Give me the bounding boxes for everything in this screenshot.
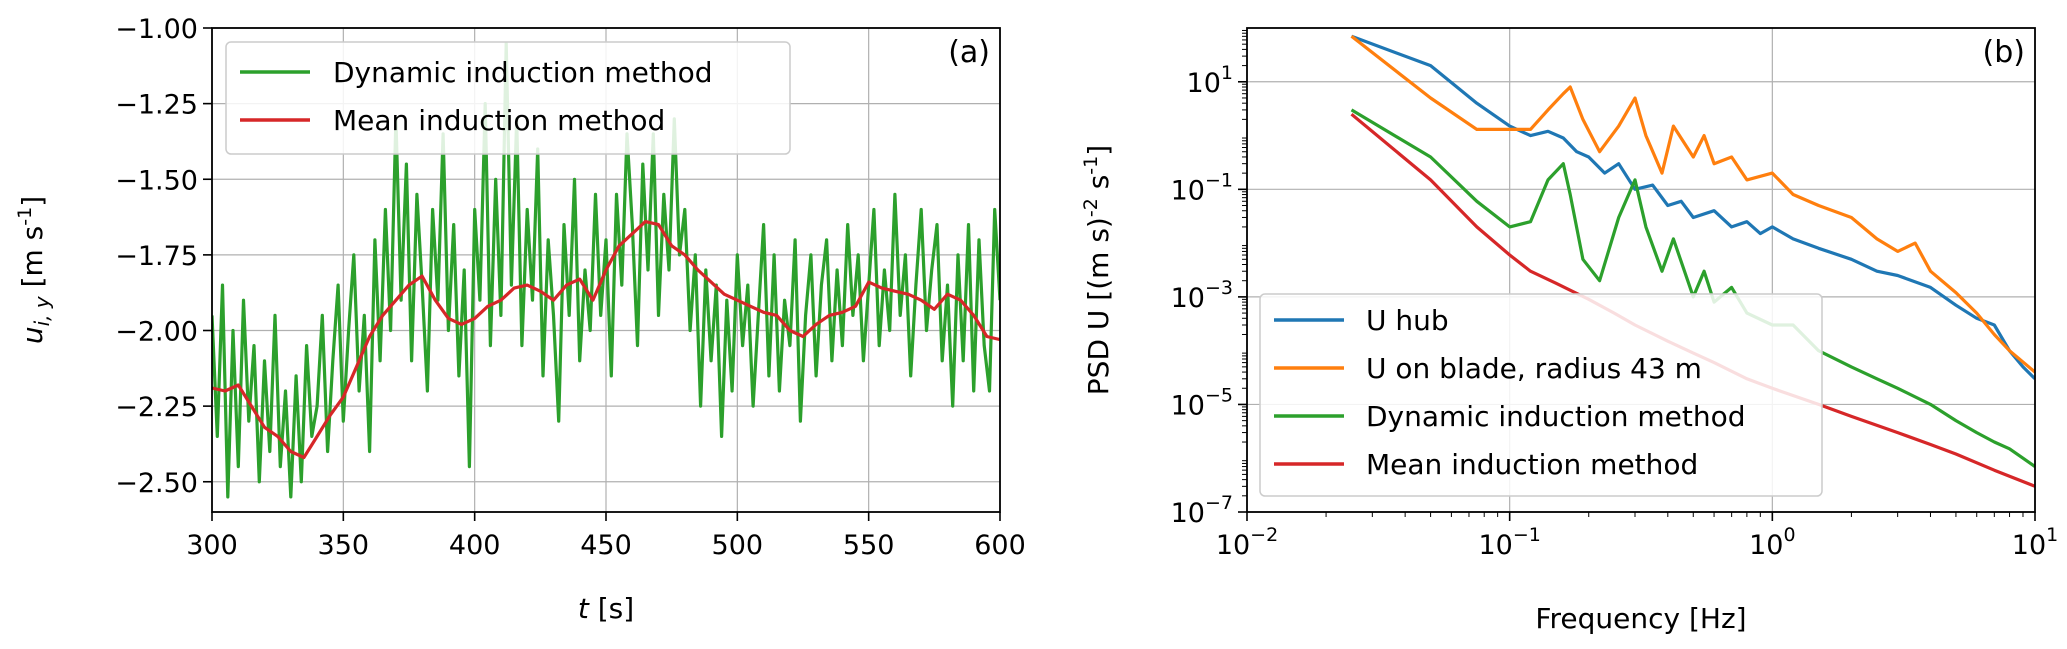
y-tick-label: −1.50 [115, 165, 198, 196]
panel-a-legend: Dynamic induction method Mean induction … [225, 41, 791, 155]
panel-b-ylabel: PSD U [(m s)-2 s-1] [1080, 145, 1115, 395]
panel-b-legend-label-u-blade: U on blade, radius 43 m [1366, 352, 1702, 385]
series-line-mean-induction-method [212, 220, 1000, 460]
y-tick-label: 101 [1187, 62, 1233, 99]
y-tick-label: −1.75 [115, 241, 198, 272]
panel-a-legend-box [225, 41, 791, 155]
panel-a-ylabel-sub: i, y [30, 295, 54, 326]
y-tick-label: −1.25 [115, 90, 198, 121]
panel-b-ylabel-sup1: -2 [1080, 198, 1102, 217]
x-tick-label: 550 [843, 530, 895, 561]
x-tick-label: 300 [186, 530, 238, 561]
series-line-dynamic-induction-method [1350, 108, 2035, 468]
panel-b: 10−2 10−1 100 101 10−7 10−5 10−3 10−1 101 (b) Fr… [1080, 27, 2058, 635]
panel-a-ylabel-unit-end: ] [16, 196, 49, 207]
series-line-u-on-blade-radius-43-m [1350, 35, 2035, 374]
panel-a-xlabel-var: t [578, 592, 590, 625]
panel-a-xlabel: t [s] [578, 592, 634, 625]
y-tick-label: 10−3 [1171, 277, 1233, 314]
panel-a-legend-label-mean: Mean induction method [333, 104, 665, 137]
x-tick-label: 100 [1749, 524, 1795, 561]
panel-a-ylabel-unit-sup: -1 [14, 207, 36, 226]
panel-b-ticks: 10−2 10−1 100 101 10−7 10−5 10−3 10−1 101 [1171, 29, 2058, 561]
panel-a-legend-label-dynamic: Dynamic induction method [333, 56, 713, 89]
panel-b-frame [1246, 27, 2036, 513]
panel-b-ylabel-end: ] [1082, 145, 1115, 156]
series-line-u-hub [1350, 34, 2035, 380]
x-tick-label: 600 [974, 530, 1026, 561]
panel-b-legend-label-mean: Mean induction method [1366, 448, 1698, 481]
panel-b-legend-label-dynamic: Dynamic induction method [1366, 400, 1746, 433]
panel-b-legend: U hub U on blade, radius 43 m Dynamic in… [1259, 293, 1823, 497]
y-tick-label: 10−7 [1171, 492, 1233, 529]
y-tick-label: −2.25 [115, 392, 198, 423]
y-tick-label: −1.00 [115, 14, 198, 45]
panel-b-legend-label-u-hub: U hub [1366, 304, 1449, 337]
panel-b-ylabel-mid: s [1082, 175, 1115, 199]
x-tick-label: 10−1 [1478, 524, 1540, 561]
panel-b-xlabel: Frequency [Hz] [1535, 602, 1746, 635]
panel-a-series [212, 41, 1000, 499]
panel-b-ylabel-main: PSD U [(m s) [1082, 217, 1115, 395]
y-tick-label: −2.00 [115, 317, 198, 348]
x-tick-label: 500 [712, 530, 764, 561]
panel-b-series [1350, 34, 2035, 488]
panel-a-ylabel-var: u [16, 326, 49, 344]
y-tick-label: 10−5 [1171, 384, 1233, 421]
panel-b-label: (b) [1983, 35, 2025, 70]
panel-a-label: (a) [948, 35, 990, 70]
x-tick-label: 450 [580, 530, 632, 561]
y-tick-label: −2.50 [115, 468, 198, 499]
panel-a: 300 350 400 450 500 550 600 −2.50 −2.25 −2.00 −1.7… [14, 14, 1026, 625]
x-tick-label: 400 [449, 530, 501, 561]
panel-a-ticks: 300 350 400 450 500 550 600 −2.50 −2.25 −2.00 −1.7… [115, 14, 1026, 561]
panel-b-legend-box [1259, 293, 1823, 497]
panel-b-ylabel-sup2: -1 [1080, 156, 1102, 175]
panel-a-ylabel-unit: [m s [16, 226, 49, 297]
x-tick-label: 101 [2012, 524, 2058, 561]
x-tick-label: 350 [318, 530, 370, 561]
x-tick-label: 10−2 [1216, 524, 1278, 561]
panel-a-ylabel: ui, y [m s-1] [14, 196, 54, 344]
panel-a-xlabel-unit: [s] [589, 592, 634, 625]
y-tick-label: 10−1 [1171, 169, 1233, 206]
